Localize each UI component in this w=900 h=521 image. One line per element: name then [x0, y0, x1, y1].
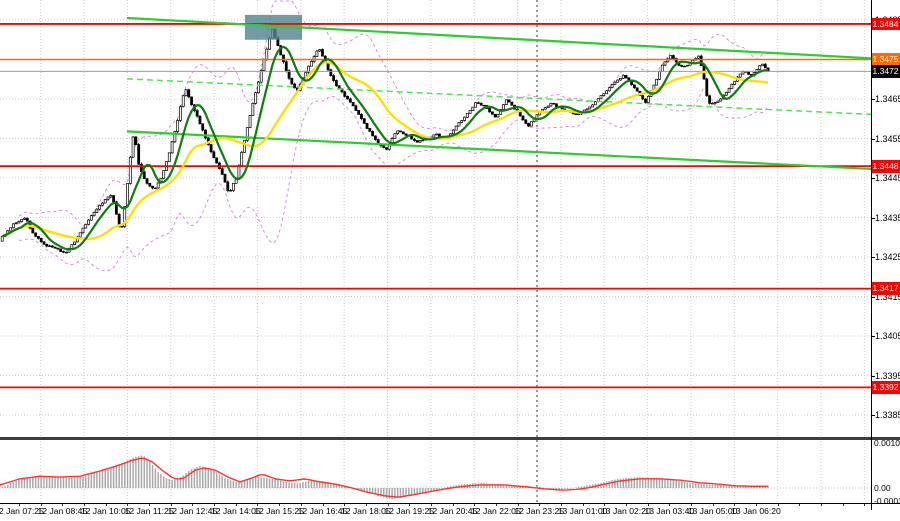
time-tick-mark [19, 503, 20, 506]
time-tick-mark [560, 503, 562, 506]
time-tick-mark [582, 503, 584, 506]
panel-separator[interactable] [0, 436, 900, 440]
time-tick-mark [777, 503, 779, 506]
moving-averages [1, 45, 769, 251]
price-level-badge: 1.3448 [871, 160, 900, 173]
price-tick-label: 1.3415 [875, 291, 900, 302]
price-tick-label: 1.3425 [875, 252, 900, 262]
price-level-badge: 1.3417 [871, 282, 900, 295]
price-tick-mark [871, 178, 875, 179]
time-tick-mark [517, 503, 519, 506]
time-label: 13 Jan 03:40 [644, 506, 695, 516]
time-tick-mark [712, 503, 714, 506]
time-label: 12 Jan 18:05 [340, 506, 391, 516]
time-tick-mark [734, 503, 736, 506]
time-tick-mark [127, 503, 129, 506]
time-tick-mark [279, 503, 281, 506]
time-tick-mark [62, 503, 64, 506]
time-tick-mark [430, 503, 432, 506]
ma-green [1, 45, 769, 251]
time-tick-mark [149, 503, 150, 506]
time-label: 13 Jan 02:20 [601, 506, 651, 516]
macd-signal-line [0, 457, 768, 498]
time-tick-mark [842, 503, 844, 506]
price-tick-label: 1.3395 [875, 370, 900, 381]
time-tick-mark [647, 503, 649, 506]
time-label: 12 Jan 16:45 [297, 506, 348, 516]
time-tick-mark [409, 503, 411, 506]
time-label: 12 Jan 12:45 [167, 506, 218, 516]
time-label: 13 Jan 01:00 [557, 506, 608, 516]
price-tick-mark [871, 138, 875, 140]
time-label: 12 Jan 20:45 [427, 506, 478, 516]
price-tick-label: 1.3445 [875, 173, 900, 183]
time-tick-mark [452, 503, 454, 506]
time-tick-mark [235, 503, 237, 506]
time-label: 12 Jan 07:25 [0, 506, 44, 516]
chart-canvas[interactable] [0, 0, 871, 503]
time-label: 12 Jan 10:05 [80, 506, 131, 516]
price-tick-mark [871, 375, 875, 377]
time-label: 12 Jan 14:05 [210, 506, 261, 516]
time-tick-mark [669, 503, 671, 506]
price-tick-label: 1.3405 [875, 331, 900, 341]
price-level-badge: 1.3475 [871, 53, 900, 66]
time-label: 12 Jan 08:45 [37, 506, 88, 516]
price-tick-mark [871, 257, 875, 258]
time-tick-mark [690, 503, 692, 506]
candlesticks [0, 28, 770, 254]
time-tick-mark [40, 503, 42, 506]
trend-channel [126, 16, 871, 171]
indicator-scale-label: 0.00103 [874, 438, 900, 448]
price-levels [0, 23, 871, 389]
time-tick-mark [300, 503, 302, 506]
price-tick-mark [871, 336, 875, 337]
time-label: 13 Jan 05:00 [687, 506, 738, 516]
time-label: 13 Jan 06:20 [731, 506, 781, 516]
time-tick-mark [365, 503, 367, 506]
price-tick-label: 1.3455 [875, 133, 900, 144]
price-level-badge: 1.3484 [871, 17, 900, 31]
macd-histogram [1, 455, 769, 499]
time-tick-mark [495, 503, 497, 506]
time-label: 12 Jan 15:25 [254, 506, 304, 516]
time-tick-mark [474, 503, 476, 506]
time-label: 12 Jan 11:25 [124, 506, 174, 516]
time-tick-mark [387, 503, 389, 506]
time-tick-mark [799, 503, 801, 506]
time-tick-mark [214, 503, 216, 506]
price-tick-label: 1.3385 [875, 410, 900, 420]
time-tick-mark [821, 503, 822, 506]
axis-border-horizontal [0, 503, 900, 504]
time-tick-mark [105, 503, 107, 506]
time-label: 12 Jan 19:25 [384, 506, 435, 516]
time-tick-mark [344, 503, 346, 506]
time-tick-mark [625, 503, 627, 506]
price-tick-mark [871, 415, 875, 416]
time-label: 12 Jan 22:05 [471, 506, 521, 516]
axis-border-vertical [871, 0, 872, 510]
time-tick-mark [192, 503, 194, 506]
price-level-badge: 1.3392 [871, 381, 900, 394]
indicator-scale-label: -0.00039 [874, 496, 900, 506]
time-tick-mark [257, 503, 259, 506]
price-tick-mark [871, 296, 875, 298]
indicator-scale-label: 0.00 [874, 483, 891, 493]
time-tick-mark [322, 503, 324, 506]
price-tick-mark [871, 99, 875, 100]
time-tick-mark [539, 503, 541, 506]
current-price-badge: 1.3472 [871, 65, 900, 78]
time-tick-mark [170, 503, 172, 506]
time-label: 12 Jan 23:25 [514, 506, 565, 516]
price-tick-label: 1.3435 [875, 212, 900, 223]
time-tick-mark [864, 503, 866, 506]
time-tick-mark [755, 503, 757, 506]
price-tick-mark [871, 217, 875, 219]
time-tick-mark [84, 503, 85, 506]
ma-yellow [1, 61, 769, 240]
price-tick-label: 1.3465 [875, 94, 900, 104]
time-tick-mark [604, 503, 606, 506]
